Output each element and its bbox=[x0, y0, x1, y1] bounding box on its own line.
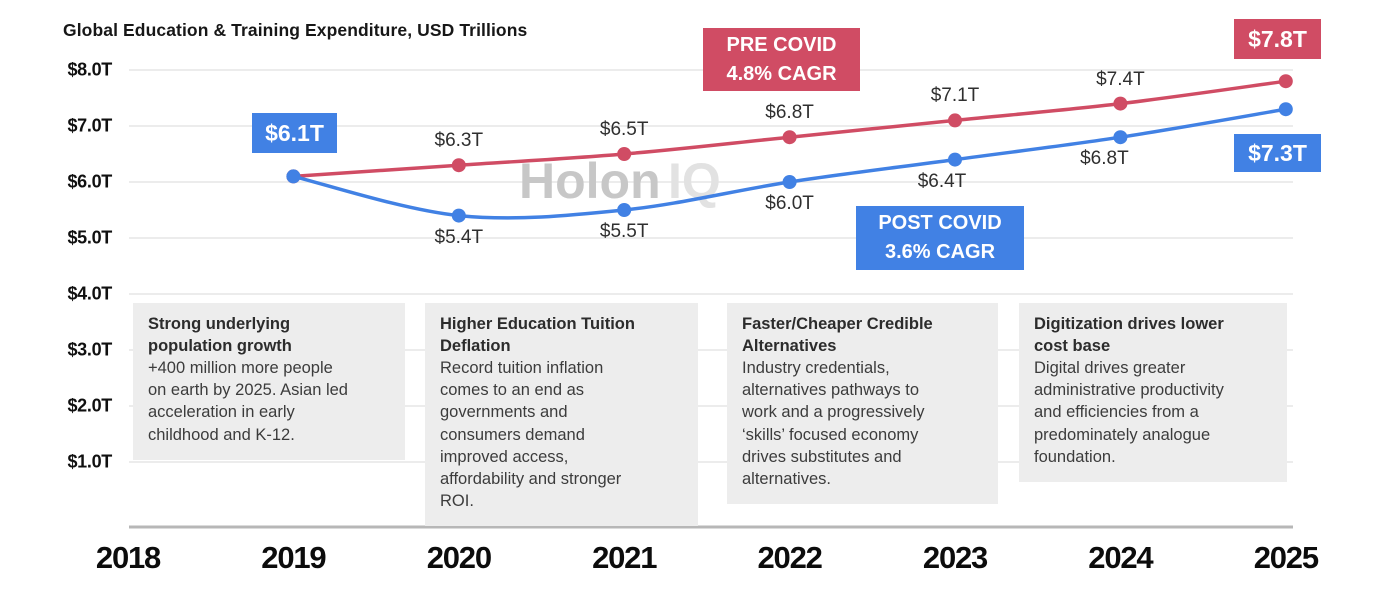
pre-covid-cagr: 4.8% CAGR bbox=[726, 62, 837, 85]
data-point bbox=[1278, 74, 1293, 89]
annotation-credible-alternatives: Faster/Cheaper Credible Alternatives Ind… bbox=[727, 303, 998, 504]
data-point bbox=[451, 208, 466, 223]
point-value-label: $5.5T bbox=[599, 221, 649, 242]
data-point bbox=[1278, 102, 1293, 117]
data-point bbox=[948, 113, 962, 128]
chart-title: Global Education & Training Expenditure,… bbox=[63, 20, 528, 40]
start-value-label: $6.1T bbox=[265, 119, 324, 146]
point-value-label: $5.4T bbox=[434, 226, 484, 248]
annotation-heading: Digitization drives lower cost base bbox=[1034, 315, 1224, 356]
post-covid-legend-badge: POST COVID 3.6% CAGR bbox=[856, 206, 1024, 270]
start-value-badge: $6.1T bbox=[252, 113, 337, 153]
annotation-tuition-deflation: Higher Education Tuition Deflation Recor… bbox=[425, 303, 698, 526]
point-value-label: $6.8T bbox=[1080, 148, 1129, 170]
data-point bbox=[451, 158, 466, 173]
data-point bbox=[617, 203, 632, 217]
watermark-holon: Holon bbox=[519, 153, 661, 209]
annotation-body: +400 million more people on earth by 202… bbox=[148, 359, 348, 444]
data-point bbox=[1113, 96, 1128, 111]
point-value-label: $6.0T bbox=[765, 193, 814, 214]
x-axis-year-label: 2020 bbox=[426, 540, 492, 575]
y-axis-tick-label: $3.0T bbox=[67, 339, 112, 360]
x-axis-year-label: 2023 bbox=[922, 540, 988, 575]
x-axis-year-label: 2024 bbox=[1088, 540, 1153, 575]
y-axis-tick-label: $4.0T bbox=[67, 283, 112, 304]
annotation-body: Record tuition inflation comes to an end… bbox=[440, 359, 622, 510]
annotation-heading: Strong underlying population growth bbox=[148, 315, 292, 356]
y-axis-tick-label: $8.0T bbox=[67, 59, 112, 80]
data-point bbox=[782, 175, 797, 189]
annotation-heading: Faster/Cheaper Credible Alternatives bbox=[742, 315, 933, 356]
point-value-label: $7.4T bbox=[1096, 68, 1145, 90]
annotation-heading: Higher Education Tuition Deflation bbox=[440, 315, 635, 356]
point-value-label: $6.3T bbox=[434, 130, 484, 152]
y-axis-tick-label: $1.0T bbox=[67, 451, 112, 472]
post-covid-cagr: 3.6% CAGR bbox=[884, 241, 996, 263]
data-point bbox=[286, 169, 301, 184]
annotation-digitization: Digitization drives lower cost base Digi… bbox=[1019, 303, 1287, 482]
data-point bbox=[1113, 130, 1128, 145]
x-axis-year-label: 2021 bbox=[592, 540, 657, 575]
y-axis-tick-label: $5.0T bbox=[67, 227, 112, 248]
x-axis-year-label: 2025 bbox=[1253, 540, 1319, 575]
annotation-population-growth: Strong underlying population growth +400… bbox=[133, 303, 405, 460]
y-axis-tick-label: $6.0T bbox=[67, 171, 112, 192]
annotation-body: Industry credentials, alternatives pathw… bbox=[742, 359, 925, 488]
x-axis-year-label: 2018 bbox=[95, 540, 161, 575]
pre-covid-end-value-badge: $7.8T bbox=[1234, 19, 1321, 59]
point-value-label: $6.8T bbox=[765, 102, 814, 124]
data-point bbox=[782, 130, 797, 145]
y-axis-tick-label: $7.0T bbox=[67, 115, 112, 136]
point-value-label: $7.1T bbox=[930, 85, 980, 107]
pre-covid-name: PRE COVID bbox=[726, 33, 837, 56]
pre-covid-legend-badge: PRE COVID 4.8% CAGR bbox=[703, 28, 860, 91]
post-covid-end-value: $7.3T bbox=[1248, 139, 1307, 166]
data-point bbox=[617, 147, 632, 161]
point-value-label: $6.5T bbox=[599, 119, 649, 140]
annotation-body: Digital drives greater administrative pr… bbox=[1034, 359, 1224, 466]
post-covid-name: POST COVID bbox=[878, 212, 1002, 234]
post-covid-end-value-badge: $7.3T bbox=[1234, 134, 1321, 172]
x-axis-year-label: 2019 bbox=[261, 540, 326, 575]
data-point bbox=[948, 152, 962, 167]
y-axis-tick-label: $2.0T bbox=[67, 395, 112, 416]
pre-covid-end-value: $7.8T bbox=[1248, 25, 1307, 52]
point-value-label: $6.4T bbox=[917, 170, 967, 192]
x-axis-year-label: 2022 bbox=[757, 540, 823, 575]
